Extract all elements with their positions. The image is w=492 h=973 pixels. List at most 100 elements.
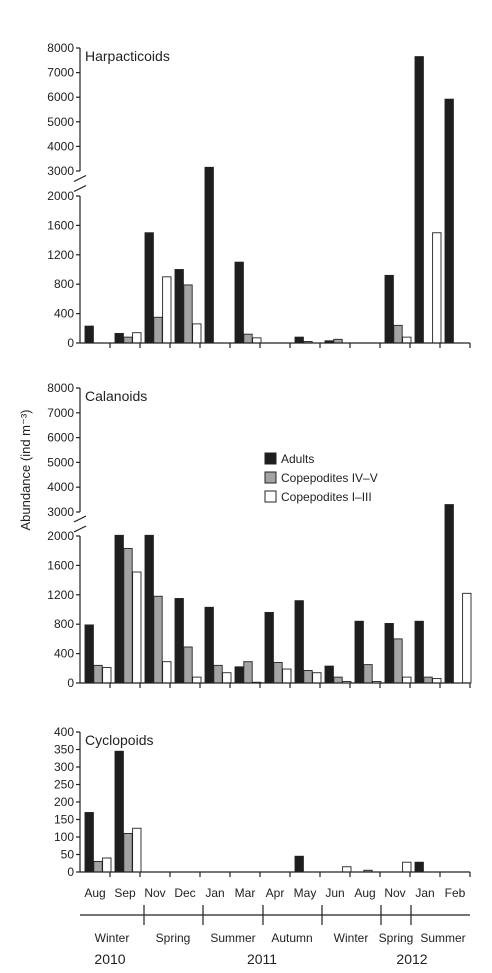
month-label: Mar [235, 886, 256, 900]
bar-calanoids-copepodites-iv-v [213, 664, 223, 684]
bar-calanoids-adults [84, 624, 94, 684]
bar-calanoids-copepodites-iv-v [153, 595, 163, 684]
month-label: Jun [325, 886, 344, 900]
season-label: Autumn [271, 931, 312, 945]
bar-harpacticoids-adults [414, 56, 424, 344]
season-label: Winter [334, 931, 369, 945]
bar-calanoids-adults [114, 534, 124, 684]
season-label: Summer [210, 931, 255, 945]
panel-title-calanoids: Calanoids [85, 388, 147, 404]
month-label: Jan [205, 886, 224, 900]
month-label: Dec [174, 886, 195, 900]
y-tick-label: 800 [54, 277, 74, 291]
bar-cyclopoids-adults [294, 855, 304, 873]
bar-calanoids-copepodites-iv-v [303, 670, 313, 684]
bar-calanoids-adults [204, 606, 214, 684]
season-label: Summer [420, 931, 465, 945]
bar-cyclopoids-adults [414, 861, 424, 873]
panel-title-harpacticoids: Harpacticoids [85, 48, 170, 64]
panel-cyclopoids: Cyclopoids 0 50 100 150 200 250 300 350 400 [54, 725, 471, 879]
y-tick-label: 150 [54, 813, 74, 827]
bar-calanoids-adults [414, 620, 424, 684]
bar-calanoids-copepodites-iv-v [423, 676, 433, 684]
y-tick-label: 1600 [47, 218, 74, 232]
bar-cyclopoids-copepodites-i-iii [132, 827, 142, 873]
axis-break-mark [73, 174, 87, 183]
bar-harpacticoids-adults [294, 336, 304, 344]
y-tick-label: 1200 [47, 588, 74, 602]
month-label: Nov [144, 886, 165, 900]
bar-calanoids-copepodites-iv-v [273, 661, 283, 684]
bar-calanoids-adults [234, 666, 244, 684]
bar-harpacticoids-copepodites-iv-v [153, 316, 163, 344]
y-tick-label: 400 [54, 725, 74, 739]
bar-harpacticoids-adults [84, 325, 94, 344]
bar-harpacticoids-adults [174, 269, 184, 344]
bar-calanoids-copepodites-i-iii [282, 668, 292, 684]
bar-calanoids-copepodites-iv-v [393, 638, 403, 684]
y-tick-label: 8000 [47, 381, 74, 395]
bar-calanoids-adults [144, 534, 154, 684]
bar-harpacticoids-copepodites-i-iii [432, 232, 442, 344]
y-tick-label: 300 [54, 760, 74, 774]
bar-cyclopoids-copepodites-i-iii [342, 866, 352, 873]
panel-harpacticoids: Harpacticoids 0 400 800 1200 1600 2000 3000 400… [47, 41, 471, 350]
y-tick-label: 7000 [47, 66, 74, 80]
y-tick-label: 350 [54, 743, 74, 757]
bar-cyclopoids-copepodites-iv-v [123, 833, 133, 873]
season-axis: Winter Spring Summer Autumn Winter Sprin… [80, 905, 470, 967]
bar-cyclopoids-adults [114, 750, 124, 873]
bar-calanoids-copepodites-iv-v [363, 664, 373, 684]
y-tick-label: 1600 [47, 558, 74, 572]
bar-calanoids-copepodites-iv-v [333, 676, 343, 684]
bar-harpacticoids-copepodites-iv-v [393, 324, 403, 344]
panel-title-cyclopoids: Cyclopoids [85, 732, 153, 748]
bar-cyclopoids-copepodites-i-iii [102, 857, 112, 873]
bar-cyclopoids-adults [84, 812, 94, 873]
bar-harpacticoids-copepodites-iv-v [243, 333, 253, 344]
bar-calanoids-copepodites-i-iii [192, 676, 202, 684]
bar-harpacticoids-copepodites-iv-v [123, 336, 133, 344]
bar-calanoids-adults [324, 665, 334, 684]
y-tick-label: 0 [67, 336, 74, 350]
legend: Adults Copepodites IV–V Copepodites I–II… [264, 452, 378, 504]
legend-label-copepodites-iv-v: Copepodites IV–V [281, 471, 378, 485]
bar-calanoids-copepodites-iv-v [243, 661, 253, 684]
y-tick-label: 7000 [47, 406, 74, 420]
year-label: 2012 [396, 951, 427, 967]
bar-calanoids-adults [354, 620, 364, 684]
month-label: May [294, 886, 317, 900]
legend-label-copepodites-i-iii: Copepodites I–III [281, 490, 372, 504]
bar-calanoids-copepodites-iv-v [123, 548, 133, 684]
month-label: Sep [114, 886, 136, 900]
y-tick-label: 800 [54, 617, 74, 631]
bar-harpacticoids-copepodites-i-iii [192, 323, 202, 344]
y-tick-label: 50 [61, 848, 75, 862]
y-tick-label: 6000 [47, 90, 74, 104]
bar-harpacticoids-adults [114, 332, 124, 344]
bar-calanoids-copepodites-i-iii [102, 667, 112, 684]
y-tick-label: 6000 [47, 431, 74, 445]
season-label: Winter [95, 931, 130, 945]
bar-harpacticoids-copepodites-i-iii [402, 336, 412, 344]
bar-calanoids-copepodites-i-iii [132, 571, 142, 684]
month-label: Nov [384, 886, 405, 900]
bar-calanoids-adults [384, 623, 394, 684]
bar-calanoids-adults [264, 611, 274, 684]
bar-calanoids-copepodites-i-iii [462, 592, 472, 684]
bar-cyclopoids-copepodites-iv-v [93, 861, 103, 873]
axis-break-mark [73, 525, 87, 533]
y-tick-label: 250 [54, 778, 74, 792]
legend-swatch-copepodites-i-iii [264, 490, 277, 503]
axis-break-mark [73, 515, 87, 523]
bar-harpacticoids-copepodites-i-iii [252, 337, 262, 344]
month-label: Jan [415, 886, 434, 900]
bar-harpacticoids-copepodites-i-iii [132, 332, 142, 344]
bar-calanoids-copepodites-i-iii [312, 672, 322, 684]
bar-calanoids-copepodites-i-iii [222, 672, 232, 684]
y-tick-label: 100 [54, 830, 74, 844]
bar-calanoids-copepodites-i-iii [162, 661, 172, 684]
y-tick-label: 2000 [47, 189, 74, 203]
y-tick-label: 3000 [47, 505, 74, 519]
